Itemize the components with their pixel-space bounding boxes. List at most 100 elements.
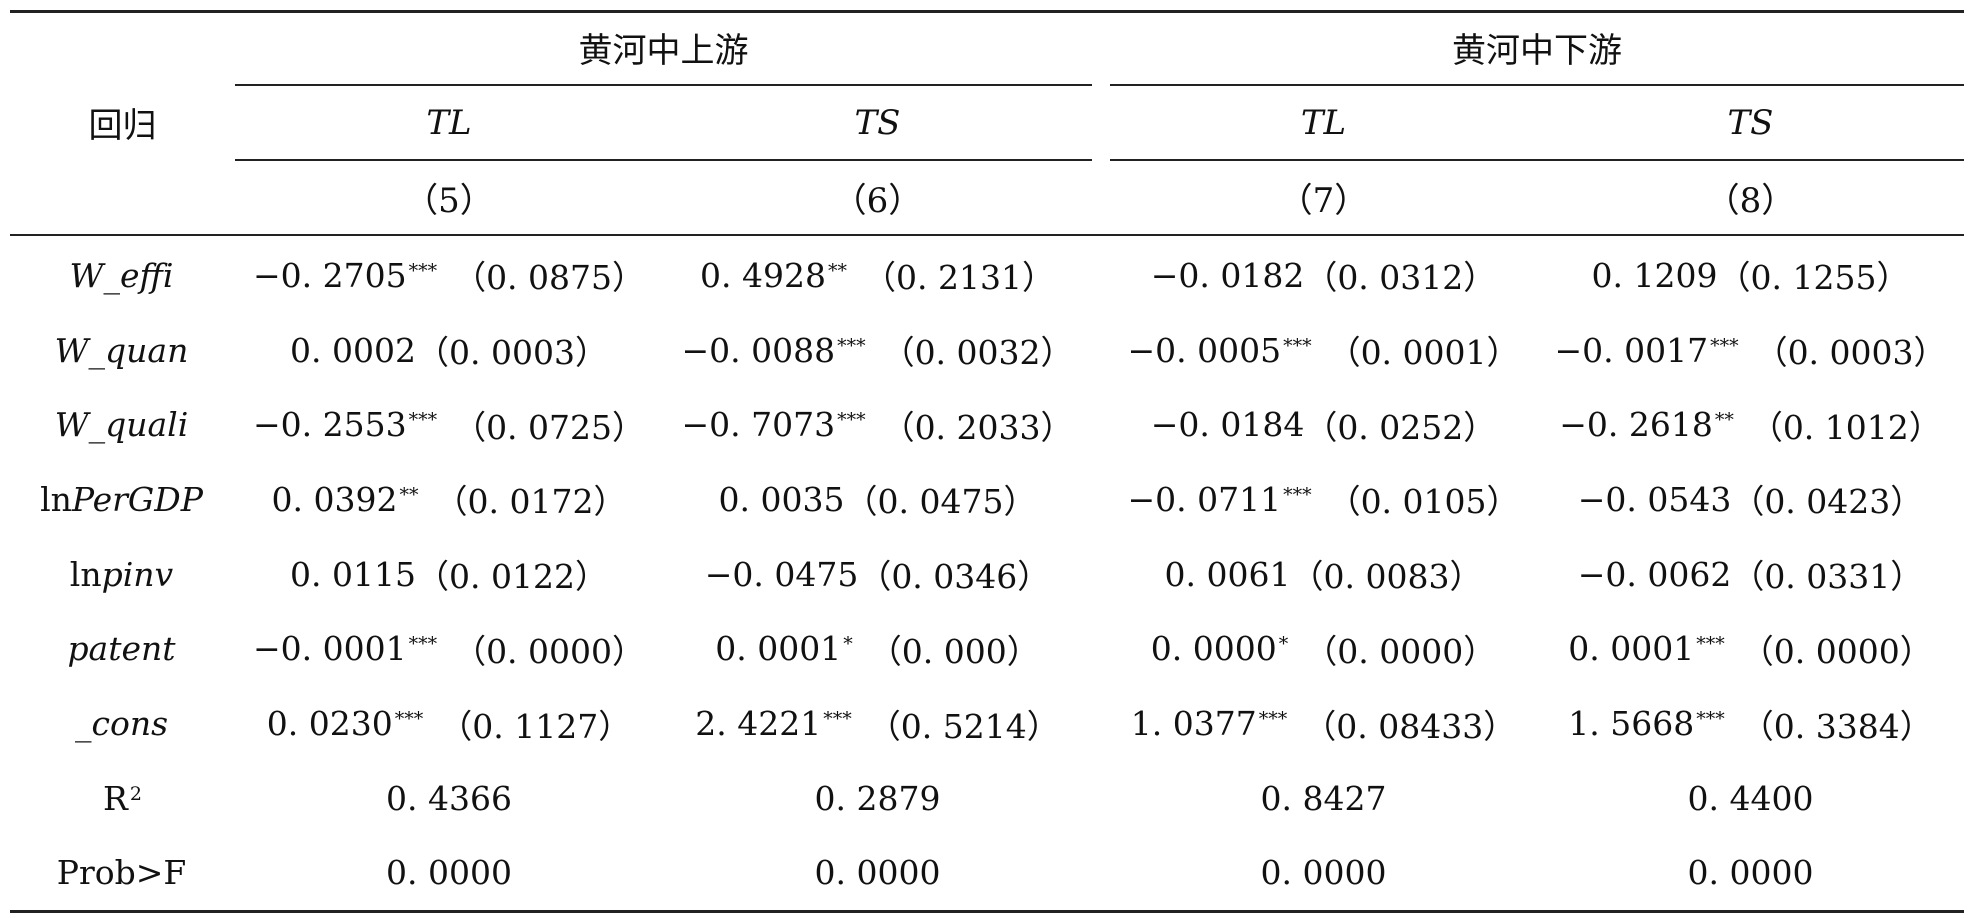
standard-error: （0. 0105） xyxy=(1327,482,1520,522)
table-cell: 0. 0002 （0. 0003） xyxy=(235,313,663,388)
model-header-8: （8） xyxy=(1705,181,1796,221)
row-label-it: pinv xyxy=(101,554,174,594)
significance-stars: *** xyxy=(1283,483,1312,506)
coefficient: 0. 4928 xyxy=(700,255,826,295)
group-rule-left xyxy=(235,84,1092,86)
coefficient: 0. 0000 xyxy=(1687,853,1814,893)
model-header-6: （6） xyxy=(832,181,923,221)
standard-error: （0. 0312） xyxy=(1304,258,1497,298)
row-label: _cons xyxy=(10,686,235,761)
coefficient: 0. 4366 xyxy=(386,778,512,818)
table-cell: −0. 0062 （0. 0331） xyxy=(1537,537,1964,612)
row-label: ln pinv xyxy=(10,537,235,612)
coefficient: 0. 0000 xyxy=(1260,853,1387,893)
coefficient: −0. 0062 xyxy=(1577,554,1732,594)
significance-stars: *** xyxy=(408,409,438,432)
standard-error: （0. 2033） xyxy=(881,407,1074,447)
standard-error: （0. 1255） xyxy=(1717,258,1910,298)
model-header-7: （7） xyxy=(1278,181,1369,221)
standard-error: （0. 0172） xyxy=(434,482,627,522)
coefficient: −0. 0017 xyxy=(1554,330,1709,370)
row-label-sup: 2 xyxy=(129,782,142,805)
coefficient: 0. 2879 xyxy=(814,778,941,818)
significance-stars: *** xyxy=(1696,633,1725,656)
table-cell: −0. 2705 *** （0. 0875） xyxy=(235,238,663,313)
table-cell: 0. 0000 * （0. 0000） xyxy=(1110,612,1537,687)
coefficient: 0. 0392 xyxy=(271,479,398,519)
coefficient: 0. 0000 xyxy=(386,853,512,893)
significance-stars: * xyxy=(843,633,853,656)
table-cell: 0. 0000 xyxy=(235,836,663,911)
standard-error: （0. 08433） xyxy=(1303,706,1517,746)
coefficient: 2. 4221 xyxy=(695,704,822,744)
significance-stars: *** xyxy=(408,633,438,656)
coefficient: −0. 0543 xyxy=(1577,479,1732,519)
coefficient: 0. 0035 xyxy=(718,479,845,519)
table-cell: 0. 0230 *** （0. 1127） xyxy=(235,686,663,761)
significance-stars: *** xyxy=(408,259,438,282)
significance-stars: *** xyxy=(1283,334,1312,357)
significance-stars: *** xyxy=(837,409,866,432)
subcol-header-ts-8: TS xyxy=(1727,102,1774,143)
coefficient: −0. 0711 xyxy=(1127,479,1282,519)
table-cell: 0. 8427 xyxy=(1110,761,1537,836)
table-cell: 1. 5668 *** （0. 3384） xyxy=(1537,686,1964,761)
standard-error: （0. 0252） xyxy=(1304,407,1497,447)
subcol-header-tl-5: TL xyxy=(426,102,472,143)
coefficient: 0. 0000 xyxy=(814,853,941,893)
row-label-it: _cons xyxy=(74,704,169,744)
significance-stars: * xyxy=(1278,633,1289,656)
standard-error: （0. 0423） xyxy=(1731,482,1924,522)
table-cell: −0. 0711 *** （0. 0105） xyxy=(1110,462,1537,537)
table-cell: −0. 2618 ** （0. 1012） xyxy=(1537,387,1964,462)
coefficient: −0. 0184 xyxy=(1150,405,1305,445)
standard-error: （0. 0346） xyxy=(858,557,1051,597)
significance-stars: *** xyxy=(837,334,866,357)
standard-error: （0. 1127） xyxy=(439,706,632,746)
standard-error: （0. 0475） xyxy=(844,482,1037,522)
coefficient: −0. 0005 xyxy=(1127,330,1282,370)
standard-error: （0. 0122） xyxy=(416,557,608,597)
coefficient: 1. 5668 xyxy=(1568,704,1695,744)
row-label-post: R xyxy=(103,778,128,818)
coefficient: −0. 2705 xyxy=(252,255,407,295)
table-cell: 0. 0001 * （0. 000） xyxy=(663,612,1092,687)
table-cell: 0. 2879 xyxy=(663,761,1092,836)
table-cell: −0. 7073 *** （0. 2033） xyxy=(663,387,1092,462)
subcol-header-tl-7: TL xyxy=(1300,102,1347,143)
standard-error: （0. 0000） xyxy=(1740,631,1933,671)
standard-error: （0. 0000） xyxy=(1304,631,1497,671)
standard-error: （0. 0083） xyxy=(1290,557,1483,597)
table-cell: 0. 0000 xyxy=(663,836,1092,911)
coefficient: 0. 0001 xyxy=(715,629,842,669)
row-label: W_quali xyxy=(10,387,235,462)
row-label-post: Prob>F xyxy=(56,853,187,893)
coefficient: −0. 0182 xyxy=(1150,255,1305,295)
row-label-it: patent xyxy=(67,629,176,669)
table-cell: −0. 2553 *** （0. 0725） xyxy=(235,387,663,462)
coefficient: 0. 0001 xyxy=(1568,629,1695,669)
table-cell: 0. 0001 *** （0. 0000） xyxy=(1537,612,1964,687)
standard-error: （0. 0000） xyxy=(453,631,646,671)
standard-error: （0. 0725） xyxy=(453,407,646,447)
significance-stars: *** xyxy=(394,708,424,731)
row-label: patent xyxy=(10,612,235,687)
standard-error: （0. 2131） xyxy=(863,258,1055,298)
standard-error: （0. 0875） xyxy=(453,258,646,298)
coefficient: −0. 2553 xyxy=(252,405,407,445)
coefficient: −0. 0088 xyxy=(681,330,836,370)
row-label: W_effi xyxy=(10,238,235,313)
subcol-rule-right xyxy=(1110,159,1964,161)
row-label-it: PerGDP xyxy=(71,479,203,519)
coefficient: −0. 7073 xyxy=(681,405,836,445)
subcol-header-ts-6: TS xyxy=(854,102,901,143)
table-cell: −0. 0017 *** （0. 0003） xyxy=(1537,313,1964,388)
standard-error: （0. 5214） xyxy=(867,706,1060,746)
table-cell: −0. 0005 *** （0. 0001） xyxy=(1110,313,1537,388)
coefficient: −0. 2618 xyxy=(1559,405,1713,445)
table-cell: 0. 0000 xyxy=(1537,836,1964,911)
coefficient: 0. 0002 xyxy=(290,330,416,370)
coefficient: 0. 0115 xyxy=(290,554,416,594)
coefficient: 1. 0377 xyxy=(1130,704,1257,744)
significance-stars: ** xyxy=(399,483,419,506)
